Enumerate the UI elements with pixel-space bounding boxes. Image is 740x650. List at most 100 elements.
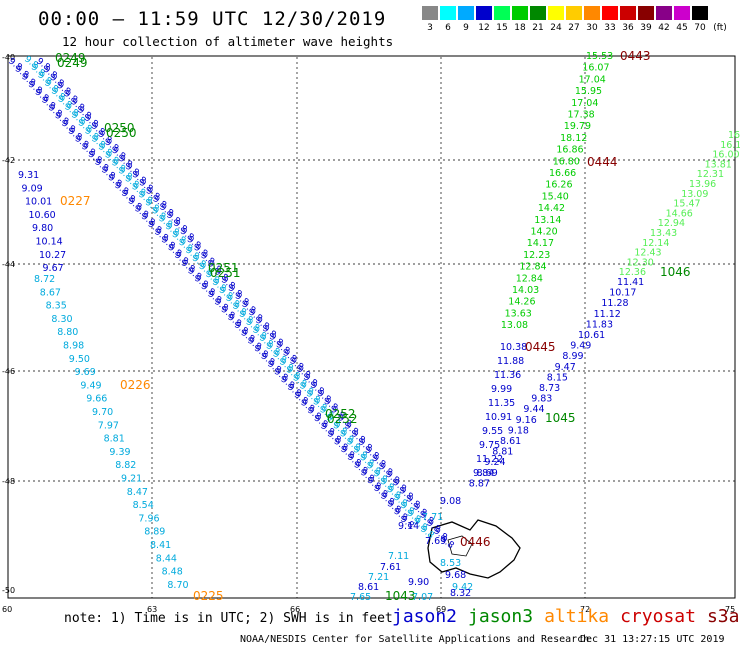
legend-unit: (ft) — [713, 23, 727, 33]
wave-value: 8.67 — [40, 287, 61, 298]
legend-label: 6 — [445, 23, 451, 33]
lat-tick-label: -46 — [2, 367, 15, 376]
wave-value: 15.53 — [586, 51, 613, 62]
orbit-label: 0446 — [460, 535, 491, 549]
wave-value: 9.21 — [121, 474, 142, 485]
wave-value: 9.08 — [440, 496, 461, 507]
legend-label: 36 — [622, 23, 634, 33]
wave-value: 10.60 — [29, 210, 56, 221]
orbit-label: 0249 — [55, 51, 86, 65]
wave-value: 9.70 — [92, 407, 113, 418]
wave-value: 7.11 — [388, 551, 409, 562]
wave-value: 14.26 — [508, 297, 535, 308]
wave-value: 16.12 — [720, 140, 740, 151]
wave-value: 12.94 — [658, 218, 685, 229]
wave-value: 12.43 — [634, 248, 661, 259]
wave-value: 11.22 — [476, 454, 503, 465]
wave-value: 8.72 — [34, 274, 55, 285]
wave-value: 13.14 — [534, 215, 561, 226]
lat-tick-label: -48 — [2, 477, 15, 486]
wave-value: 7.61 — [380, 562, 401, 573]
legend-swatch — [458, 6, 474, 20]
lon-tick-label: 63 — [147, 605, 157, 614]
wave-value: 8.35 — [46, 301, 67, 312]
wave-value: 13.09 — [681, 189, 708, 200]
wave-value: 8.61 — [500, 436, 521, 447]
wave-value: 18.12 — [560, 133, 587, 144]
page-title: 00:00 – 11:59 UTC 12/30/2019 — [38, 8, 387, 30]
orbit-label: 0443 — [620, 49, 651, 63]
wave-value: 16.07 — [582, 63, 609, 74]
wave-value: 8.73 — [539, 383, 560, 394]
wave-value: 9.69 — [75, 367, 96, 378]
wave-value: 14.20 — [531, 227, 558, 238]
wave-value: 10.14 — [36, 237, 63, 248]
wave-value: 8.30 — [51, 314, 72, 325]
wave-value: 13.43 — [650, 228, 677, 239]
wave-value: 9.99 — [491, 384, 512, 395]
wave-value: 8.53 — [440, 558, 461, 569]
wave-value: 19.79 — [564, 121, 591, 132]
wave-value: 10.91 — [485, 412, 512, 423]
wave-value: 9.55 — [482, 426, 503, 437]
generated-timestamp: Dec 31 13:27:15 UTC 2019 — [580, 634, 725, 645]
wave-value: 8.80 — [57, 327, 78, 338]
wave-value: 17.38 — [568, 110, 595, 121]
legend-label: 70 — [694, 23, 706, 33]
island-inlet — [447, 535, 473, 557]
orbit-label: 0249 — [57, 56, 88, 70]
wave-value: 13.81 — [705, 159, 732, 170]
wave-value: 12.30 — [627, 257, 654, 268]
wave-value: 10.61 — [578, 330, 605, 341]
wave-value: 13.63 — [505, 308, 532, 319]
legend-label: 3 — [427, 23, 433, 33]
wave-value: 17.04 — [579, 74, 606, 85]
wave-value: 16.26 — [545, 180, 572, 191]
legend-swatch — [602, 6, 618, 20]
wave-value: 8.48 — [162, 567, 183, 578]
wave-value: 8.44 — [156, 553, 177, 564]
wave-value: 16.86 — [556, 145, 583, 156]
orbit-label: 1046 — [660, 265, 691, 279]
wave-value: 9.47 — [555, 362, 576, 373]
wave-value: 8.99 — [562, 351, 583, 362]
legend-label: 24 — [550, 23, 562, 33]
wave-value: 8.81 — [492, 447, 513, 458]
wave-value: 9.83 — [531, 394, 552, 405]
wave-value: 10.38 — [500, 342, 527, 353]
wave-value: 7.07 — [412, 592, 433, 603]
wave-value: 9.90 — [408, 577, 429, 588]
orbit-label: 0252 — [327, 412, 358, 426]
wave-value: 9.49 — [570, 341, 591, 352]
satellite-jason3: jason3 — [468, 606, 534, 627]
legend-swatch — [638, 6, 654, 20]
orbit-label: 0445 — [525, 340, 556, 354]
lat-tick-label: -44 — [2, 260, 15, 269]
credit-line: NOAA/NESDIS Center for Satellite Applica… — [240, 634, 590, 645]
legend-label: 42 — [658, 23, 670, 33]
wave-value: 9.49 — [80, 380, 101, 391]
legend-swatch — [440, 6, 456, 20]
wave-value: 14.66 — [666, 208, 693, 219]
orbit-label: 0227 — [60, 194, 91, 208]
lat-tick-label: -40 — [2, 53, 15, 62]
lat-tick-label: -42 — [2, 156, 15, 165]
wave-value: 10.17 — [609, 288, 636, 299]
wave-value: 9.16 — [516, 415, 537, 426]
orbit-label: 0226 — [120, 378, 151, 392]
orbit-label: 0250 — [104, 121, 135, 135]
legend-label: 18 — [514, 23, 526, 33]
wave-value: 8.82 — [115, 460, 136, 471]
legend-label: 30 — [586, 23, 598, 33]
wave-value: 11.12 — [594, 309, 621, 320]
wave-value: 9.84 — [473, 468, 494, 479]
wave-value: 9.09 — [22, 183, 43, 194]
legend-swatch — [692, 6, 708, 20]
wave-value: 9.67 — [43, 263, 64, 274]
wave-value: 7.71 — [422, 512, 443, 523]
orbit-label: 0250 — [106, 126, 137, 140]
wave-value: 8.98 — [63, 341, 84, 352]
wave-value: 11.88 — [497, 356, 524, 367]
wave-value: 14.17 — [527, 238, 554, 249]
legend-swatch — [566, 6, 582, 20]
